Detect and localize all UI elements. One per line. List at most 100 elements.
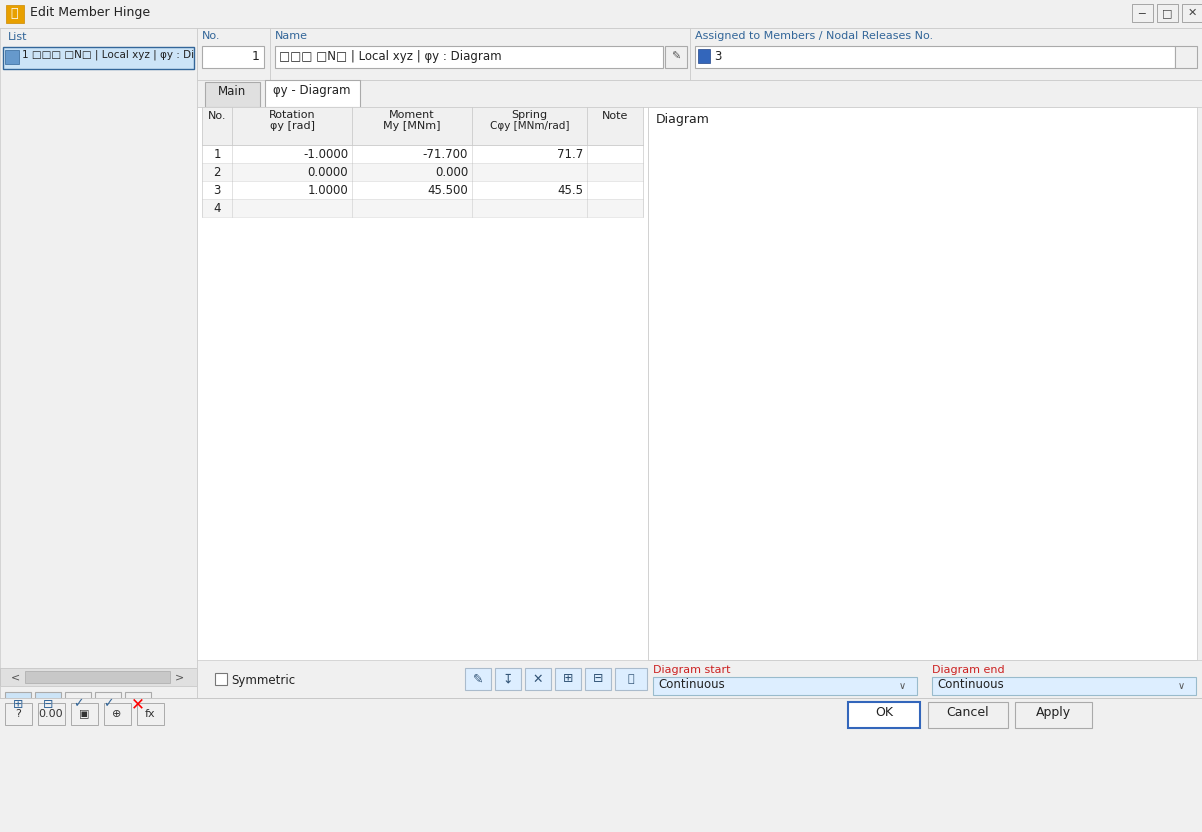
Bar [275,46,664,68]
Text: Moment: Moment [389,110,435,120]
Text: OK: OK [875,706,893,719]
Text: Main: Main [218,85,246,98]
Text: No.: No. [208,111,226,121]
Text: Rotation: Rotation [269,110,315,120]
Text: Apply: Apply [1035,706,1071,719]
Text: 3: 3 [714,50,721,63]
Text: ⊞: ⊞ [563,672,573,686]
Bar [0,686,197,724]
Text: -φy
[rad]: -φy [rad] [731,361,756,383]
Text: ✕: ✕ [1188,8,1197,18]
Bar [695,46,1176,68]
Bar [2,47,194,69]
Bar [0,698,1202,699]
Bar [202,107,643,145]
Bar [35,692,61,716]
Bar [125,692,151,716]
Bar [71,703,99,725]
Text: Assigned to Members / Nodal Releases No.: Assigned to Members / Nodal Releases No. [695,31,933,41]
Text: ✓: ✓ [73,697,83,711]
Bar [202,199,643,217]
Text: fx: fx [144,709,155,719]
Text: φy [rad]: φy [rad] [269,121,315,131]
Bar [65,692,91,716]
Text: 71.7: 71.7 [557,147,583,161]
Text: 2: 2 [213,166,221,179]
Bar [0,0,1202,28]
Text: ✕: ✕ [131,695,145,713]
Bar [0,698,1202,832]
Bar [38,703,65,725]
Bar [1014,702,1091,728]
Bar [932,677,1196,695]
Text: -1.0000: -1.0000 [303,147,349,161]
Bar [585,668,611,690]
Text: Note: Note [602,111,629,121]
Text: ─: ─ [1138,8,1146,18]
Point [945,389,964,403]
Bar [5,692,31,716]
Bar [137,703,163,725]
Text: ⊟: ⊟ [43,697,53,711]
Text: ⊟: ⊟ [593,672,603,686]
Text: □□□ □N□ | Local xyz | φy : Diagram: □□□ □N□ | Local xyz | φy : Diagram [279,50,501,63]
Text: φy - Diagram: φy - Diagram [273,84,351,97]
Bar [197,660,1202,698]
Text: 1 □□□ □N□ | Local xyz | φy : Di: 1 □□□ □N□ | Local xyz | φy : Di [22,49,195,60]
Bar [5,50,19,64]
Text: ?: ? [16,709,20,719]
Text: 0.000: 0.000 [435,166,468,179]
Text: 1.0000: 1.0000 [308,184,349,196]
Bar [270,28,690,80]
Text: 45.5: 45.5 [557,184,583,196]
Text: 1: 1 [252,51,260,63]
Text: Edit Member Hinge: Edit Member Hinge [30,6,150,19]
Text: 4: 4 [213,201,221,215]
Text: Continuous: Continuous [657,678,725,691]
Bar [215,673,227,685]
Text: -My
[MNm]: -My [MNm] [960,617,995,638]
Text: Diagram: Diagram [656,113,710,126]
Bar [648,107,1197,660]
Text: 🖨: 🖨 [627,674,635,684]
Bar [698,49,710,63]
Bar [928,702,1008,728]
Text: ∨: ∨ [1178,681,1184,691]
Bar [202,163,643,181]
Bar [197,80,1202,107]
Text: +My
[MNm]: +My [MNm] [960,162,995,184]
Bar [5,703,32,725]
Text: ▣: ▣ [79,709,89,719]
Bar [6,5,24,23]
Bar [197,107,648,667]
Text: Symmetric: Symmetric [231,674,296,687]
Text: ✓: ✓ [102,697,113,711]
Bar [105,703,131,725]
Text: ✎: ✎ [671,52,680,62]
Text: Cφy [MNm/rad]: Cφy [MNm/rad] [489,121,570,131]
Text: ⊞: ⊞ [13,697,23,711]
Text: <: < [11,672,19,682]
Bar [264,80,361,107]
Bar [0,668,197,686]
Bar [847,702,920,728]
Text: My [MNm]: My [MNm] [383,121,441,131]
Point [749,580,768,593]
Text: □: □ [1162,8,1172,18]
Text: 🔧: 🔧 [10,7,18,20]
Text: 45.500: 45.500 [427,184,468,196]
Bar [0,28,1202,29]
Bar [1132,4,1153,22]
Text: +φy
[rad]: +φy [rad] [1152,361,1177,383]
Bar [495,668,520,690]
Bar [206,82,260,107]
Bar [1176,46,1197,68]
Text: -71.700: -71.700 [423,147,468,161]
Bar [615,668,647,690]
Text: 3: 3 [213,184,221,196]
Bar [665,46,688,68]
Text: 1: 1 [213,147,221,161]
Bar [1182,4,1202,22]
Text: ∨: ∨ [898,681,905,691]
Text: List: List [8,32,28,42]
